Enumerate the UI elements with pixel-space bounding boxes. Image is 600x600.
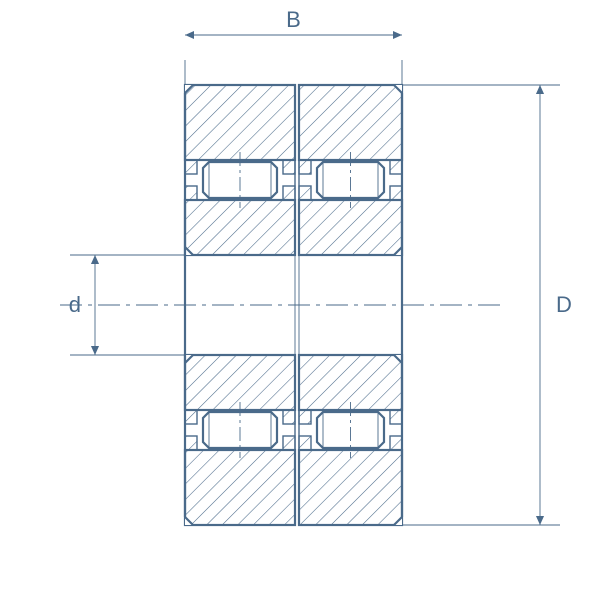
dim-label-d: d (69, 292, 81, 317)
dim-label-B: B (286, 7, 301, 32)
dim-label-D: D (556, 292, 572, 317)
